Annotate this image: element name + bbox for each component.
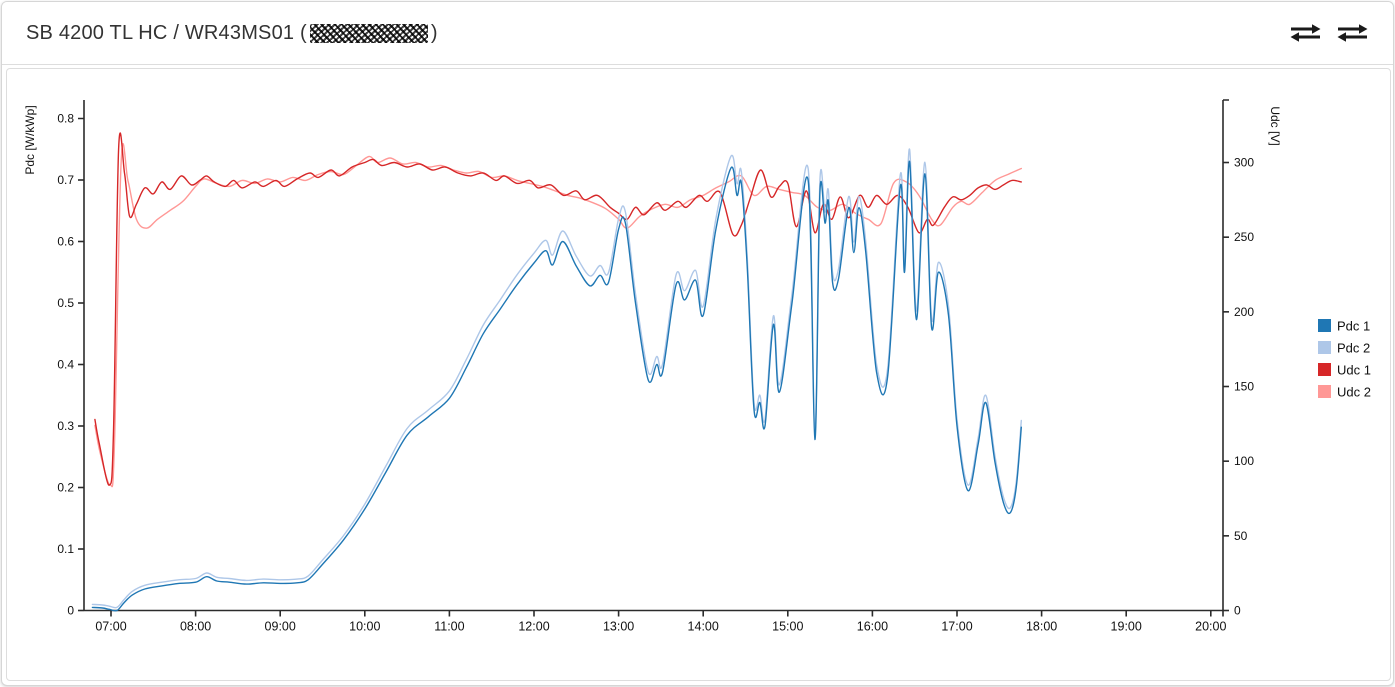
y-left-axis-title: Pdc [W/kWp] [23,105,37,174]
x-tick-label: 11:00 [434,620,464,634]
y-left-tick-label: 0.1 [57,542,74,556]
redacted-serial [309,23,428,43]
x-tick-label: 17:00 [941,620,972,634]
page-title-prefix: SB 4200 TL HC / WR43MS01 ( [26,21,307,44]
x-tick-label: 20:00 [1195,620,1226,634]
legend-swatch-1 [1318,319,1331,332]
y-left-tick-label: 0 [67,604,74,618]
y-left-tick-label: 0.3 [57,419,74,433]
legend-swatch-4 [1318,385,1331,398]
x-tick-label: 14:00 [688,620,719,634]
page-title-suffix: ) [430,21,438,44]
legend-label-1[interactable]: Pdc 1 [1337,319,1370,334]
x-tick-label: 16:00 [857,620,888,634]
x-tick-label: 15:00 [772,620,803,634]
series-line-udc-1 [94,132,1022,486]
y-right-tick-label: 0 [1234,604,1241,618]
legend-label-4[interactable]: Udc 2 [1337,385,1371,400]
header-divider [2,64,1393,65]
legend-swatch-3 [1318,363,1331,376]
page-title: SB 4200 TL HC / WR43MS01 ( ) [26,22,438,45]
x-tick-label: 13:00 [603,620,634,634]
swap-compare-button-2[interactable] [1334,19,1371,47]
swap-compare-button-1[interactable] [1287,19,1324,47]
x-tick-label: 10:00 [349,620,380,634]
y-left-tick-label: 0.2 [57,481,74,495]
x-tick-label: 07:00 [95,620,126,634]
y-right-tick-label: 100 [1234,454,1254,468]
y-right-tick-label: 50 [1234,529,1248,543]
legend-label-3[interactable]: Udc 1 [1337,363,1371,378]
y-right-tick-label: 300 [1234,156,1254,170]
swap-arrows-icon [1336,24,1369,48]
x-tick-label: 08:00 [180,620,211,634]
y-right-tick-label: 200 [1234,305,1254,319]
card-header: SB 4200 TL HC / WR43MS01 ( ) [2,2,1393,64]
series-line-pdc-2 [91,148,1022,609]
header-actions [1287,19,1371,47]
y-right-tick-label: 150 [1234,380,1254,394]
line-chart[interactable]: 0 0.1 0.2 0.3 0.4 0.5 0.6 0.7 0.8 0 50 100 150 200 250… [7,69,1390,680]
x-tick-label: 12:00 [518,620,549,634]
chart-panel: 0 0.1 0.2 0.3 0.4 0.5 0.6 0.7 0.8 0 50 100 150 200 250… [6,68,1391,681]
swap-arrows-icon [1289,24,1322,48]
y-left-tick-label: 0.8 [57,112,74,126]
x-tick-label: 19:00 [1111,620,1142,634]
y-left-tick-label: 0.6 [57,235,74,249]
x-tick-label: 18:00 [1026,620,1057,634]
legend-label-2[interactable]: Pdc 2 [1337,341,1370,356]
series-line-udc-2 [94,143,1022,488]
y-left-tick-label: 0.5 [57,296,74,310]
y-right-tick-label: 250 [1234,230,1254,244]
y-left-tick-label: 0.4 [57,358,74,372]
y-left-tick-label: 0.7 [57,173,74,187]
series-line-pdc-1 [91,160,1022,612]
x-tick-label: 09:00 [265,620,296,634]
y-right-axis-title: Udc [V] [1268,106,1282,145]
legend-swatch-2 [1318,341,1331,354]
